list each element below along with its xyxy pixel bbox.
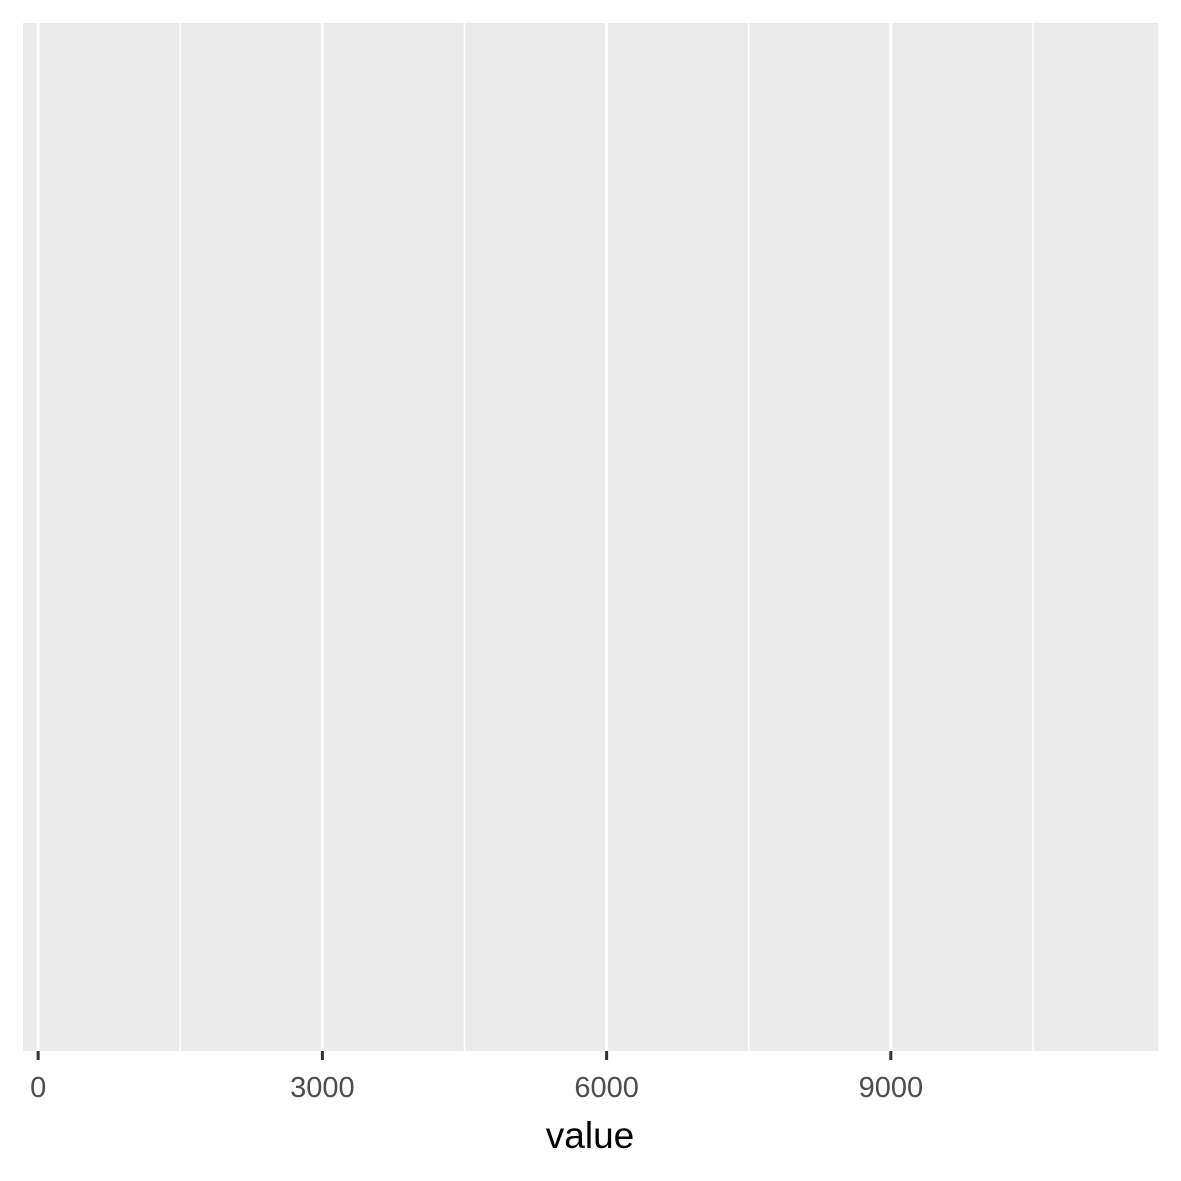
x-axis-tick-labels: 0 3000 6000 9000 [30,1072,923,1104]
x-tick-label: 0 [30,1072,46,1104]
grid-minor-lines [179,23,1034,1051]
panel-background [23,23,1158,1051]
grid-major-lines [36,23,893,1051]
x-tick-label: 6000 [574,1072,639,1104]
x-axis-title: value [546,1115,634,1156]
x-tick-label: 9000 [859,1072,924,1104]
x-tick-label: 3000 [290,1072,355,1104]
x-axis-ticks [36,1051,893,1060]
